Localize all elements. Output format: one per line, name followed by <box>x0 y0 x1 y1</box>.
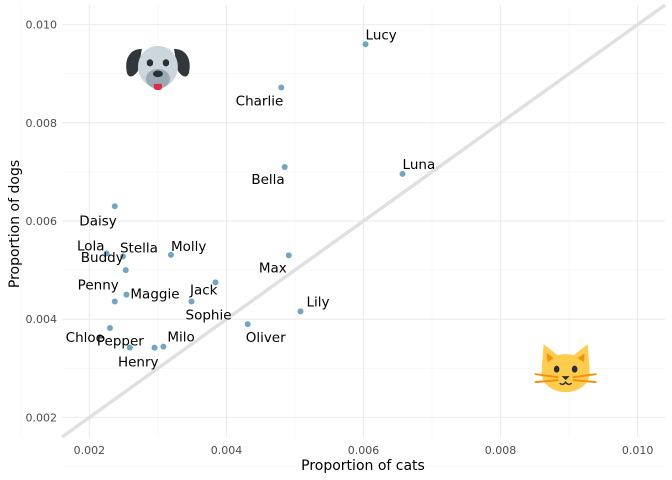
data-point <box>160 343 167 350</box>
point-label: Maggie <box>130 287 179 303</box>
point-label: Stella <box>120 240 158 256</box>
y-tick-label: 0.008 <box>26 117 58 130</box>
tick-labels-group: 0.002 0.004 0.006 0.008 0.010 0.002 0.004 0.006… <box>26 19 654 457</box>
point-label: Chloe <box>66 330 104 346</box>
data-point <box>212 279 219 286</box>
point-label: Buddy <box>81 250 124 266</box>
y-tick-label: 0.006 <box>26 215 58 228</box>
data-point <box>111 203 118 210</box>
point-label: Lola <box>77 238 105 254</box>
data-point <box>399 170 406 177</box>
reference-line <box>60 3 667 439</box>
data-point <box>278 84 285 91</box>
data-point <box>103 250 110 257</box>
point-label: Pepper <box>97 334 144 350</box>
y-tick-label: 0.002 <box>26 411 58 424</box>
data-point <box>285 252 292 259</box>
point-label: Charlie <box>236 93 284 109</box>
point-label: Henry <box>118 355 159 371</box>
data-point <box>297 308 304 315</box>
point-labels-group: Lucy Charlie Luna Bella Daisy Lola Stella Molly… <box>66 27 436 370</box>
data-point <box>151 344 158 351</box>
data-point <box>106 325 113 332</box>
point-label: Molly <box>171 239 206 255</box>
points-group <box>103 41 406 351</box>
x-tick-label: 0.010 <box>622 444 654 457</box>
data-point <box>362 41 369 48</box>
point-label: Lily <box>306 294 329 310</box>
point-label: Jack <box>189 282 218 298</box>
data-point <box>281 164 288 170</box>
x-tick-label: 0.004 <box>211 444 243 457</box>
point-label: Oliver <box>246 330 286 346</box>
point-label: Penny <box>78 278 119 294</box>
data-point <box>167 251 174 258</box>
x-tick-label: 0.008 <box>485 444 517 457</box>
grid <box>20 5 665 467</box>
point-label: Bella <box>251 172 284 188</box>
data-point <box>126 344 133 351</box>
data-point <box>123 291 130 298</box>
point-label: Milo <box>167 330 194 346</box>
data-point <box>188 298 195 305</box>
point-label: Sophie <box>186 308 232 324</box>
data-point <box>111 298 118 305</box>
x-axis-title: Proportion of cats <box>301 458 425 474</box>
data-point <box>244 321 251 328</box>
y-axis-title: Proportion of dogs <box>7 160 23 288</box>
y-tick-label: 0.004 <box>26 313 58 326</box>
data-point <box>122 267 129 274</box>
cat-face-icon <box>534 344 597 393</box>
point-label: Max <box>259 260 287 276</box>
reference-line-group <box>60 3 667 439</box>
point-label: Luna <box>403 157 436 173</box>
x-tick-label: 0.002 <box>74 444 106 457</box>
point-label: Lucy <box>366 27 397 43</box>
icon-group <box>126 45 597 393</box>
y-tick-label: 0.010 <box>26 19 58 32</box>
x-tick-label: 0.006 <box>348 444 380 457</box>
point-label: Daisy <box>79 213 116 229</box>
data-point <box>119 253 126 260</box>
dog-face-icon <box>126 45 190 91</box>
